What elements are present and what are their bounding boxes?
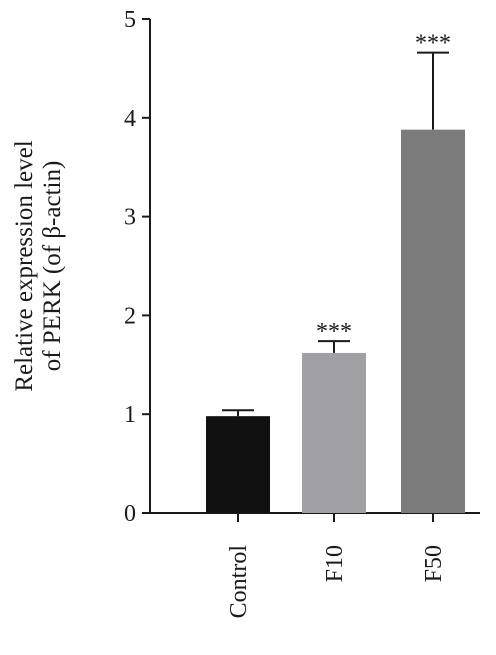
significance: *** (415, 31, 451, 57)
x-tick-label-group: F50 (421, 545, 447, 582)
y-tick-label: 3 (124, 205, 136, 231)
significance: *** (316, 319, 352, 345)
x-tick-label: F50 (421, 545, 447, 582)
y-tick-label: 2 (124, 303, 136, 329)
bar (302, 352, 366, 513)
y-tick-label: 5 (124, 7, 136, 33)
y-label-line: Relative expression level (11, 140, 38, 391)
x-tick-label: Control (226, 545, 252, 619)
x-tick-label: F10 (322, 545, 348, 582)
y-tick-label: 0 (124, 501, 136, 527)
y-tick-label: 4 (124, 106, 136, 132)
bar (206, 416, 270, 513)
x-tick-label-group: Control (226, 545, 252, 619)
x-tick-label-group: F10 (322, 545, 348, 582)
y-label-line: of PERK (of β-actin) (39, 161, 66, 372)
y-tick-label: 1 (124, 402, 136, 428)
bar (401, 129, 465, 513)
y-axis-label: Relative expression level of PERK (of β-… (11, 140, 66, 391)
